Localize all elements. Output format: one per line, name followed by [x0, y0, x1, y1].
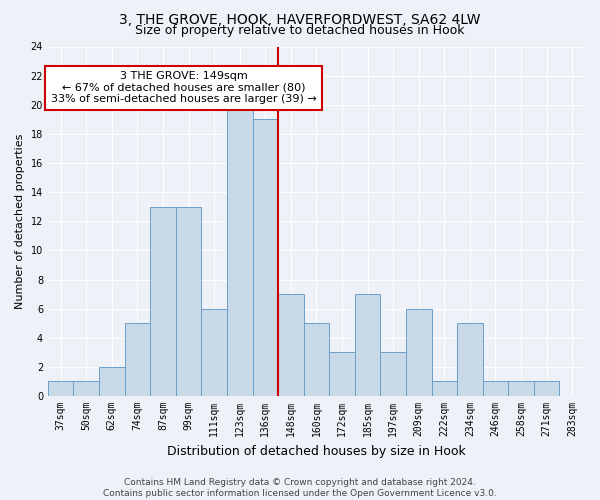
Text: Contains HM Land Registry data © Crown copyright and database right 2024.
Contai: Contains HM Land Registry data © Crown c…	[103, 478, 497, 498]
Bar	[508, 382, 534, 396]
Bar	[253, 120, 278, 396]
Bar	[457, 323, 482, 396]
Text: 3 THE GROVE: 149sqm
← 67% of detached houses are smaller (80)
33% of semi-detach: 3 THE GROVE: 149sqm ← 67% of detached ho…	[50, 72, 316, 104]
Bar	[304, 323, 329, 396]
Y-axis label: Number of detached properties: Number of detached properties	[15, 134, 25, 309]
X-axis label: Distribution of detached houses by size in Hook: Distribution of detached houses by size …	[167, 444, 466, 458]
Bar	[176, 206, 202, 396]
Bar	[48, 382, 73, 396]
Bar	[99, 367, 125, 396]
Bar	[380, 352, 406, 396]
Bar	[150, 206, 176, 396]
Bar	[278, 294, 304, 396]
Text: Size of property relative to detached houses in Hook: Size of property relative to detached ho…	[135, 24, 465, 37]
Bar	[329, 352, 355, 396]
Bar	[202, 308, 227, 396]
Text: 3, THE GROVE, HOOK, HAVERFORDWEST, SA62 4LW: 3, THE GROVE, HOOK, HAVERFORDWEST, SA62 …	[119, 12, 481, 26]
Bar	[73, 382, 99, 396]
Bar	[482, 382, 508, 396]
Bar	[125, 323, 150, 396]
Bar	[431, 382, 457, 396]
Bar	[355, 294, 380, 396]
Bar	[406, 308, 431, 396]
Bar	[227, 105, 253, 396]
Bar	[534, 382, 559, 396]
